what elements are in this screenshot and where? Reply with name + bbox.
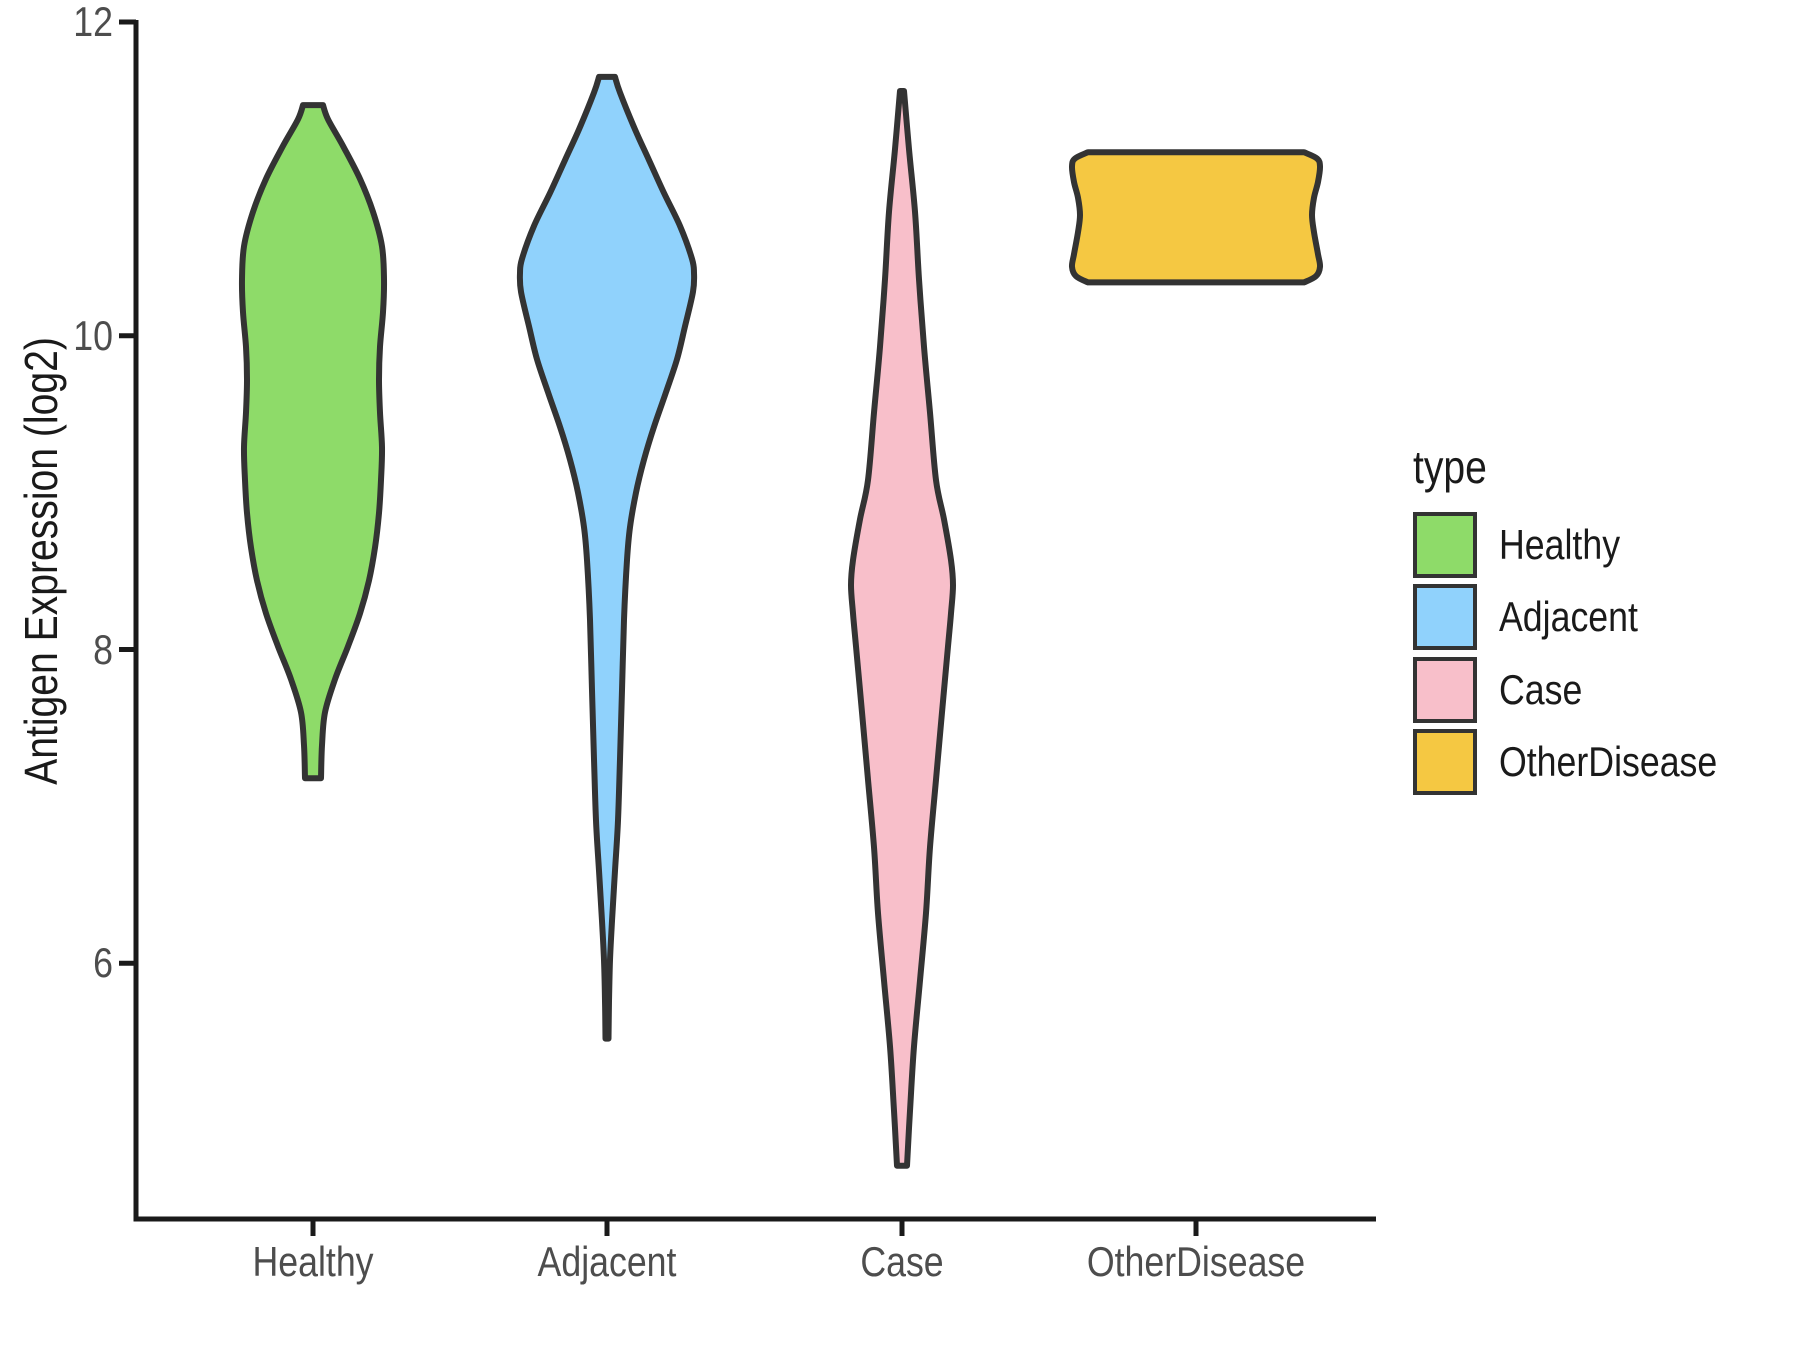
legend-label-otherdisease: OtherDisease: [1499, 738, 1718, 785]
legend-row-healthy: Healthy: [1413, 512, 1641, 578]
violin-case: [848, 88, 956, 1169]
y-tick-label: 8: [93, 625, 113, 673]
x-tick-label-adjacent: Adjacent: [537, 1238, 677, 1285]
violin-otherdisease: [1068, 149, 1324, 286]
legend-row-case: Case: [1413, 657, 1597, 723]
violins-group: [238, 73, 1324, 1169]
violin-adjacent: [516, 73, 698, 1042]
legend-swatch-healthy: [1413, 512, 1477, 578]
legend-swatch-adjacent: [1413, 584, 1477, 650]
y-axis-title: Antigen Expression (log2): [15, 337, 67, 785]
x-tick-label-healthy: Healthy: [252, 1238, 374, 1285]
legend-row-adjacent: Adjacent: [1413, 584, 1662, 650]
legend-swatch-case: [1413, 657, 1477, 723]
legend-swatch-otherdisease: [1413, 729, 1477, 795]
y-tick-label: 6: [93, 939, 113, 987]
violin-healthy: [238, 102, 388, 782]
legend-row-otherdisease: OtherDisease: [1413, 729, 1756, 795]
y-tick-label: 10: [73, 311, 113, 359]
legend-label-healthy: Healthy: [1499, 521, 1621, 568]
x-tick-label-otherdisease: OtherDisease: [1086, 1238, 1306, 1285]
legend-label-case: Case: [1499, 666, 1583, 713]
y-tick-label: 12: [73, 0, 113, 45]
legend-title: type: [1413, 441, 1487, 493]
legend-label-adjacent: Adjacent: [1499, 593, 1638, 640]
axes-group: [119, 19, 1376, 1236]
x-tick-label-case: Case: [860, 1238, 944, 1285]
